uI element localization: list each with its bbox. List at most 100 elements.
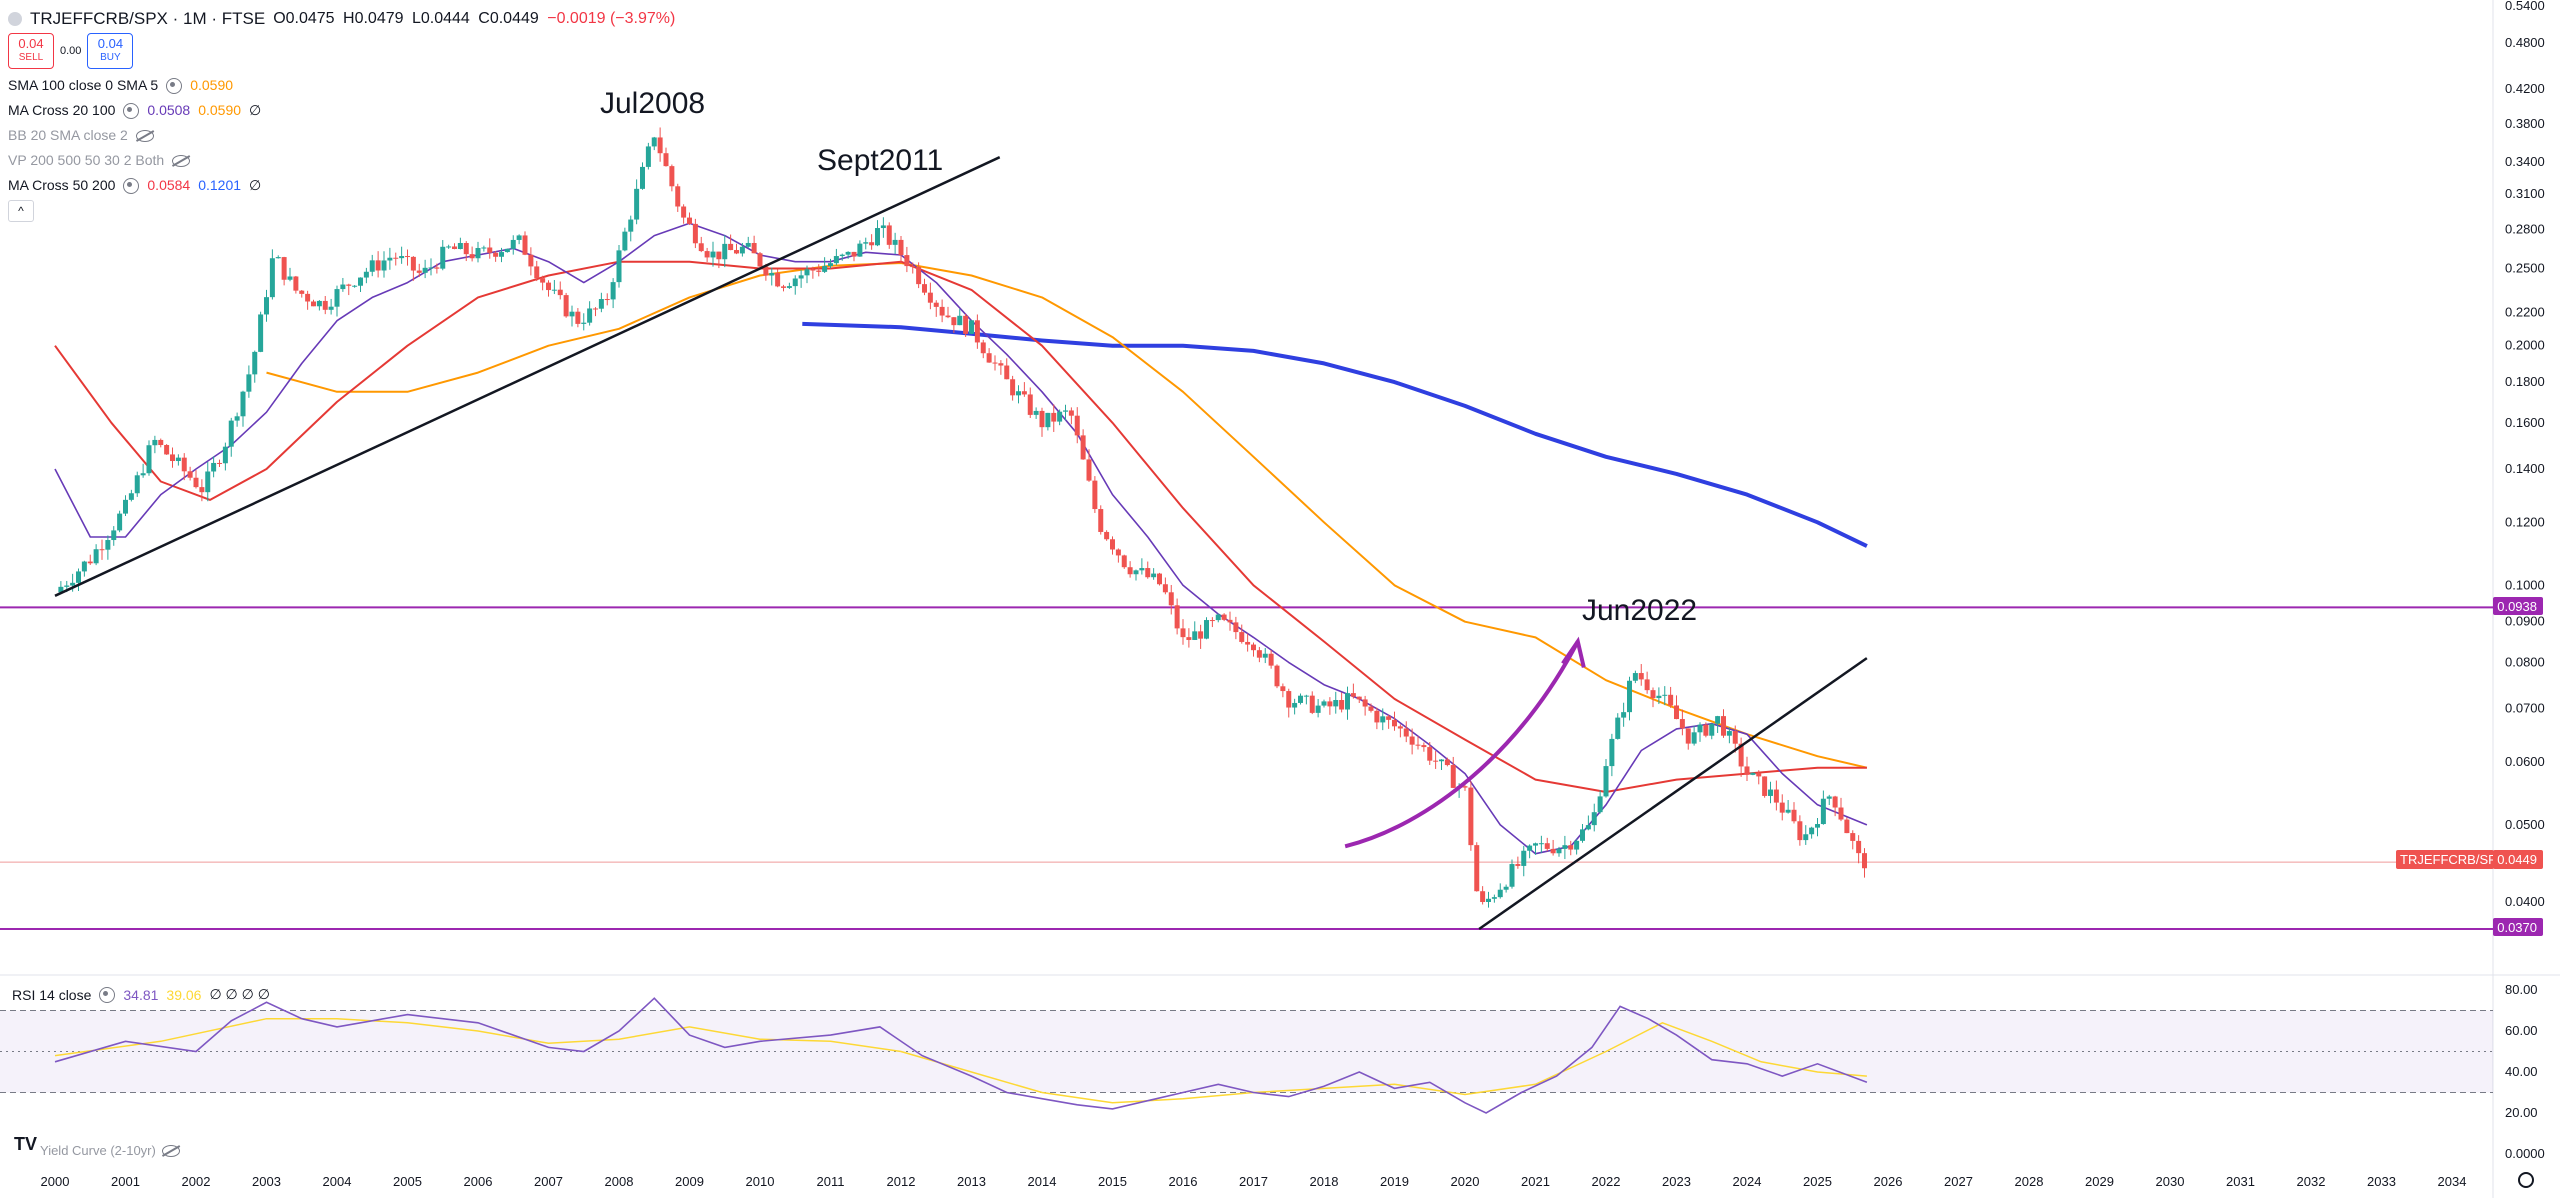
candle-down	[281, 257, 287, 280]
candle-up	[340, 284, 346, 290]
candle-up	[1803, 834, 1809, 841]
candle-up	[428, 267, 434, 269]
tradingview-logo-icon[interactable]: TV	[14, 1134, 38, 1154]
candle-up	[1333, 700, 1339, 707]
indicator-value: ∅	[249, 177, 262, 193]
candle-down	[1791, 809, 1797, 822]
time-tick-label: 2027	[1944, 1174, 1973, 1189]
candle-up	[1726, 731, 1732, 736]
price-tick-label: 0.3100	[2505, 186, 2545, 201]
indicator-source-icon[interactable]	[166, 77, 183, 94]
time-tick-label: 2029	[2085, 1174, 2114, 1189]
candle-up	[1345, 693, 1350, 710]
price-tick-label: 0.2800	[2505, 221, 2545, 236]
symbol-row[interactable]: TRJEFFCRB/SPX · 1M · FTSE O0.0475 H0.047…	[8, 6, 679, 31]
annotation-jul2008: Jul2008	[600, 87, 705, 120]
candle-down	[1421, 745, 1427, 748]
candle-down	[986, 353, 992, 363]
candle-up	[481, 247, 487, 249]
candle-up	[128, 493, 134, 500]
candle-up	[1715, 716, 1721, 724]
indicator-macross-50-200[interactable]: MA Cross 50 200 0.0584 0.1201 ∅	[8, 173, 679, 198]
candle-up	[640, 166, 645, 189]
candle-down	[1392, 719, 1397, 727]
candle-down	[158, 439, 164, 446]
candle-down	[1268, 653, 1274, 666]
indicator-bb[interactable]: BB 20 SMA close 2	[8, 123, 679, 148]
price-tick-label: 0.1000	[2505, 577, 2545, 592]
arrow-head	[1561, 636, 1586, 668]
candle-down	[1721, 716, 1726, 736]
candle-up	[358, 277, 363, 286]
candle-down	[916, 266, 922, 285]
ma50-line	[54, 260, 1867, 793]
trade-buttons: 0.04 SELL 0.00 0.04 BUY	[8, 33, 679, 69]
sell-price: 0.04	[18, 36, 44, 51]
annotation-sept2011: Sept2011	[817, 144, 943, 177]
time-tick-label: 2016	[1169, 1174, 1198, 1189]
candle-down	[1004, 365, 1010, 380]
candle-down	[663, 153, 669, 167]
candle-down	[1474, 845, 1480, 892]
candle-down	[1251, 644, 1256, 651]
ohlc-change: −0.0019 (−3.97%)	[547, 10, 676, 27]
eye-hidden-icon[interactable]	[135, 129, 154, 142]
candle-up	[134, 475, 140, 494]
candle-up	[1303, 695, 1309, 697]
indicator-source-icon[interactable]	[123, 177, 140, 194]
tag-lower: 0.0370	[2497, 920, 2537, 935]
eye-hidden-icon[interactable]	[172, 154, 191, 167]
candle-down	[681, 206, 687, 218]
candle-up	[1691, 732, 1697, 744]
candle-down	[217, 462, 222, 464]
spread-value: 0.00	[60, 44, 82, 57]
symbol-logo-icon	[8, 11, 22, 26]
candle-up	[880, 225, 886, 229]
candle-up	[504, 248, 510, 253]
sell-button[interactable]: 0.04 SELL	[8, 33, 54, 69]
candle-down	[1186, 637, 1192, 640]
candle-down	[1074, 415, 1080, 436]
candle-up	[616, 250, 622, 283]
candle-down	[992, 362, 998, 364]
candle-up	[1486, 898, 1491, 903]
candle-down	[1104, 531, 1110, 540]
candle-up	[769, 272, 775, 276]
collapse-legend-button[interactable]: ^	[8, 200, 34, 222]
symbol-title[interactable]: TRJEFFCRB/SPX · 1M · FTSE	[30, 9, 266, 28]
candle-up	[1820, 798, 1826, 825]
candle-down	[405, 256, 410, 258]
candle-up	[587, 308, 593, 323]
indicator-sma100[interactable]: SMA 100 close 0 SMA 5 0.0590	[8, 73, 679, 98]
candle-down	[1080, 435, 1086, 460]
yield-curve-legend[interactable]: Yield Curve (2-10yr)	[40, 1143, 180, 1158]
candle-down	[1668, 694, 1674, 706]
candle-down	[1274, 665, 1280, 687]
candle-down	[528, 254, 534, 267]
candle-up	[510, 239, 516, 249]
gear-icon[interactable]	[2518, 1172, 2534, 1188]
buy-button[interactable]: 0.04 BUY	[87, 33, 134, 69]
indicator-macross-20-100[interactable]: MA Cross 20 100 0.0508 0.0590 ∅	[8, 98, 679, 123]
candle-up	[234, 416, 240, 421]
candle-down	[945, 315, 951, 318]
rsi-pane[interactable]: 80.00 60.00 40.00 20.00 0.0000	[0, 982, 2545, 1161]
candle-up	[93, 549, 99, 564]
price-tick-label: 0.3400	[2505, 154, 2545, 169]
time-tick-label: 2017	[1239, 1174, 1268, 1189]
rsi-source-icon[interactable]	[99, 986, 116, 1003]
time-axis[interactable]: 2000 2001 2002 2003 2004 2005 2006 2007 2008 2009…	[41, 1174, 2467, 1189]
rsi-legend[interactable]: RSI 14 close 34.81 39.06 ∅ ∅ ∅ ∅	[12, 986, 270, 1003]
indicator-vp[interactable]: VP 200 500 50 30 2 Both	[8, 148, 679, 173]
indicator-source-icon[interactable]	[123, 102, 140, 119]
candle-down	[469, 254, 475, 259]
candle-up	[1016, 391, 1021, 396]
candle-down	[1444, 759, 1450, 766]
eye-hidden-icon[interactable]	[161, 1144, 180, 1157]
candle-up	[240, 391, 246, 417]
candle-down	[1862, 853, 1867, 869]
candle-up	[1509, 864, 1515, 887]
candle-down	[1098, 509, 1104, 532]
